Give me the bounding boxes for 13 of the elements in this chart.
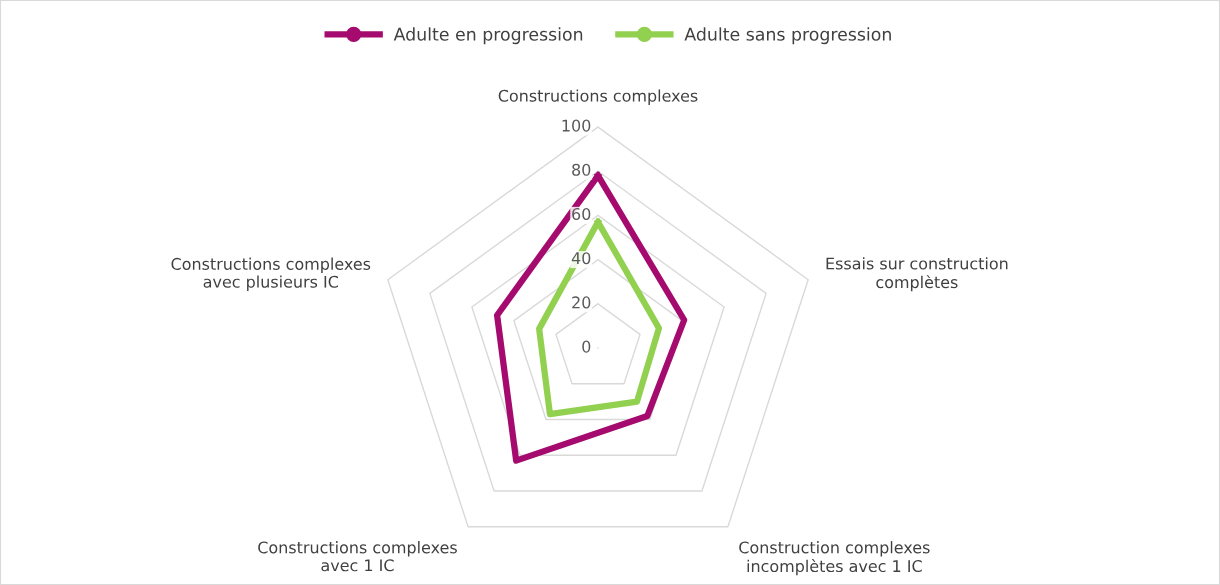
y-tick-label: 60 bbox=[572, 207, 591, 221]
y-tick-label: 100 bbox=[562, 119, 591, 132]
spoke-label: Construction complexes incomplètes avec 1 IC bbox=[739, 541, 930, 576]
spoke-label: Constructions complexes avec plusieurs IC bbox=[171, 257, 371, 291]
y-tick-label: 80 bbox=[572, 163, 591, 176]
y-tick-label: 0 bbox=[582, 340, 591, 353]
spoke-label: Essais sur construction complètes bbox=[826, 257, 1008, 292]
y-tick-label: 20 bbox=[572, 296, 591, 309]
legend-label: Adulte en progression bbox=[393, 27, 583, 45]
spoke-label: Constructions complexes avec 1 IC bbox=[258, 541, 457, 572]
spoke-label: Constructions complexes bbox=[498, 89, 698, 105]
legend-label: Adulte sans progression bbox=[684, 27, 891, 45]
y-tick-label: 40 bbox=[571, 252, 591, 265]
